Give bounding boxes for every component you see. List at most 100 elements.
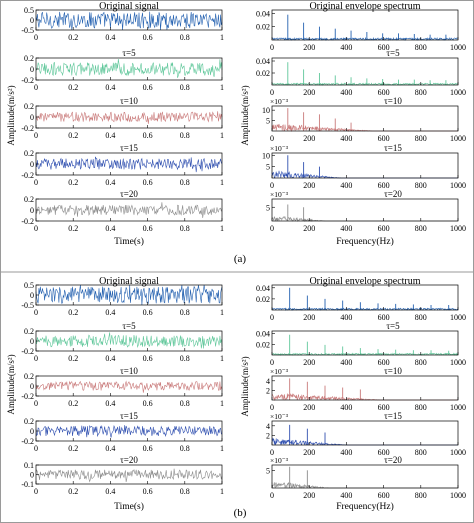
x-tick-label: 200	[303, 181, 315, 190]
axis-exponent: ×10⁻³	[270, 456, 289, 465]
signal-trace	[35, 380, 223, 393]
subplot: -0.500.50 0.2 0.4 0.6 0.8 1	[21, 281, 224, 317]
a-spec-chart: Original envelope spectrum Amplitude(m/s²…	[240, 1, 466, 247]
y-tick-label: 0.04	[256, 57, 270, 66]
y-tick-label: 0.5	[24, 281, 34, 290]
y-tick-label: 0.2	[24, 102, 34, 111]
x-tick-label: 0.8	[180, 444, 190, 453]
x-tick-label: 600	[378, 43, 390, 52]
x-tick-label: 200	[303, 403, 315, 412]
y-tick-label: 0.02	[256, 23, 270, 32]
x-tick-label: 0	[270, 313, 274, 322]
subplot: τ=20 ×10⁻³5 0 200 400 600 800 1000	[266, 189, 466, 233]
axis-exponent: ×10⁻³	[270, 412, 289, 421]
x-tick-label: 0.2	[68, 487, 78, 496]
y-tick-label: 0.2	[24, 327, 34, 336]
y-tick-label: 0.02	[256, 295, 270, 304]
signal-trace	[35, 468, 223, 483]
x-tick-label: 1000	[450, 491, 466, 500]
subplot: τ=10-0.200.20 0.2 0.4 0.6 0.8 1	[21, 366, 224, 408]
x-tick-label: 0.8	[180, 224, 190, 233]
x-tick-label: 0.4	[105, 487, 115, 496]
x-tick-label: 1000	[450, 358, 466, 367]
y-tick-label: 4	[266, 377, 270, 386]
x-tick-label: 400	[340, 224, 352, 233]
subplot-label: τ=20	[120, 455, 138, 465]
x-tick-label: 0.6	[143, 33, 153, 42]
x-tick-label: 1000	[450, 403, 466, 412]
subplot: τ=10 ×10⁻³ 5 10 0 200 400 600 800 1000	[262, 96, 466, 143]
x-tick-label: 1	[220, 33, 224, 42]
y-tick-label: 0	[30, 113, 34, 122]
x-tick-label: 400	[340, 181, 352, 190]
y-axis-title: Amplitude(m/s²)	[240, 85, 250, 145]
x-tick-label: 0.6	[143, 487, 153, 496]
x-tick-label: 200	[303, 134, 315, 143]
subplot: τ=5-0.200.20 0.2 0.4 0.6 0.8 1	[21, 48, 224, 92]
signal-trace	[35, 424, 222, 438]
y-tick-label: -0.1	[21, 480, 34, 489]
x-tick-label: 0.4	[105, 308, 115, 317]
x-tick-label: 1	[220, 131, 224, 140]
x-tick-label: 0	[270, 88, 274, 97]
signal-trace	[35, 111, 223, 124]
signal-trace	[35, 156, 222, 173]
y-tick-label: -0.5	[21, 26, 34, 35]
y-tick-label: 0	[30, 65, 34, 74]
x-tick-label: 600	[378, 358, 390, 367]
x-tick-label: 1000	[450, 181, 466, 190]
x-tick-label: 0.4	[105, 33, 115, 42]
x-tick-label: 1	[220, 487, 224, 496]
subplot: 0.02 0.04 0 200 400 600 800 1000	[256, 9, 466, 52]
x-tick-label: 0	[34, 178, 38, 187]
x-tick-label: 800	[415, 313, 427, 322]
x-tick-label: 0.8	[180, 354, 190, 363]
subplot: τ=20 ×10⁻³5 0 200 400 600 800 1000	[266, 455, 466, 500]
x-tick-label: 0.4	[105, 354, 115, 363]
y-tick-label: 0.2	[24, 417, 34, 426]
a-time-chart: Original signal Amplitude(m/s²) Time(s) -0.…	[6, 1, 246, 265]
signal-trace	[271, 352, 459, 356]
x-tick-label: 0	[270, 403, 274, 412]
x-tick-label: 1	[220, 354, 224, 363]
x-tick-label: 0	[270, 134, 274, 143]
subplot-label: τ=5	[122, 321, 136, 331]
x-tick-label: 1	[220, 444, 224, 453]
subplot: τ=5 0.02 0.04 0 200 400 600 800 1000	[256, 48, 466, 97]
b-time-chart: Original signal Amplitude(m/s²) Time(s) -0.…	[6, 276, 247, 519]
subplot-label: τ=10	[120, 366, 138, 376]
x-tick-label: 600	[378, 403, 390, 412]
axes-frame	[271, 9, 459, 41]
y-tick-label: 0.02	[256, 340, 270, 349]
x-tick-label: 0.4	[105, 444, 115, 453]
y-tick-label: 0.04	[256, 9, 270, 18]
x-tick-label: 0	[34, 487, 38, 496]
x-tick-label: 0.8	[180, 178, 190, 187]
panel-label: (a)	[234, 253, 247, 265]
subplot: τ=15 ×10⁻³ 5 10 0 200 400 600 800 1000	[262, 143, 466, 190]
x-tick-label: 0	[270, 491, 274, 500]
x-tick-label: 200	[303, 88, 315, 97]
y-tick-label: 0.2	[24, 195, 34, 204]
subplot-label: τ=20	[384, 189, 402, 199]
x-tick-label: 200	[303, 313, 315, 322]
x-tick-label: 0	[34, 83, 38, 92]
subplot-label: τ=15	[384, 143, 402, 153]
x-tick-label: 800	[415, 88, 427, 97]
subplot: τ=5-0.200.20 0.2 0.4 0.6 0.8 1	[21, 321, 224, 363]
x-tick-label: 0	[34, 399, 38, 408]
x-tick-label: 0	[270, 448, 274, 457]
y-tick-label: -0.2	[21, 124, 34, 133]
y-tick-label: 0.5	[24, 6, 34, 15]
axes-frame	[271, 330, 459, 356]
subplot-label: τ=20	[384, 455, 402, 465]
axes-frame	[271, 420, 459, 446]
axes-frame	[271, 284, 459, 311]
y-tick-label: 5	[266, 117, 270, 126]
subplot: τ=20-0.100.10 0.2 0.4 0.6 0.8 1	[21, 455, 224, 496]
x-tick-label: 800	[415, 224, 427, 233]
x-tick-label: 0.6	[143, 83, 153, 92]
y-tick-label: 10	[262, 151, 270, 160]
subplot: τ=15-0.200.20 0.2 0.4 0.6 0.8 1	[21, 143, 224, 187]
